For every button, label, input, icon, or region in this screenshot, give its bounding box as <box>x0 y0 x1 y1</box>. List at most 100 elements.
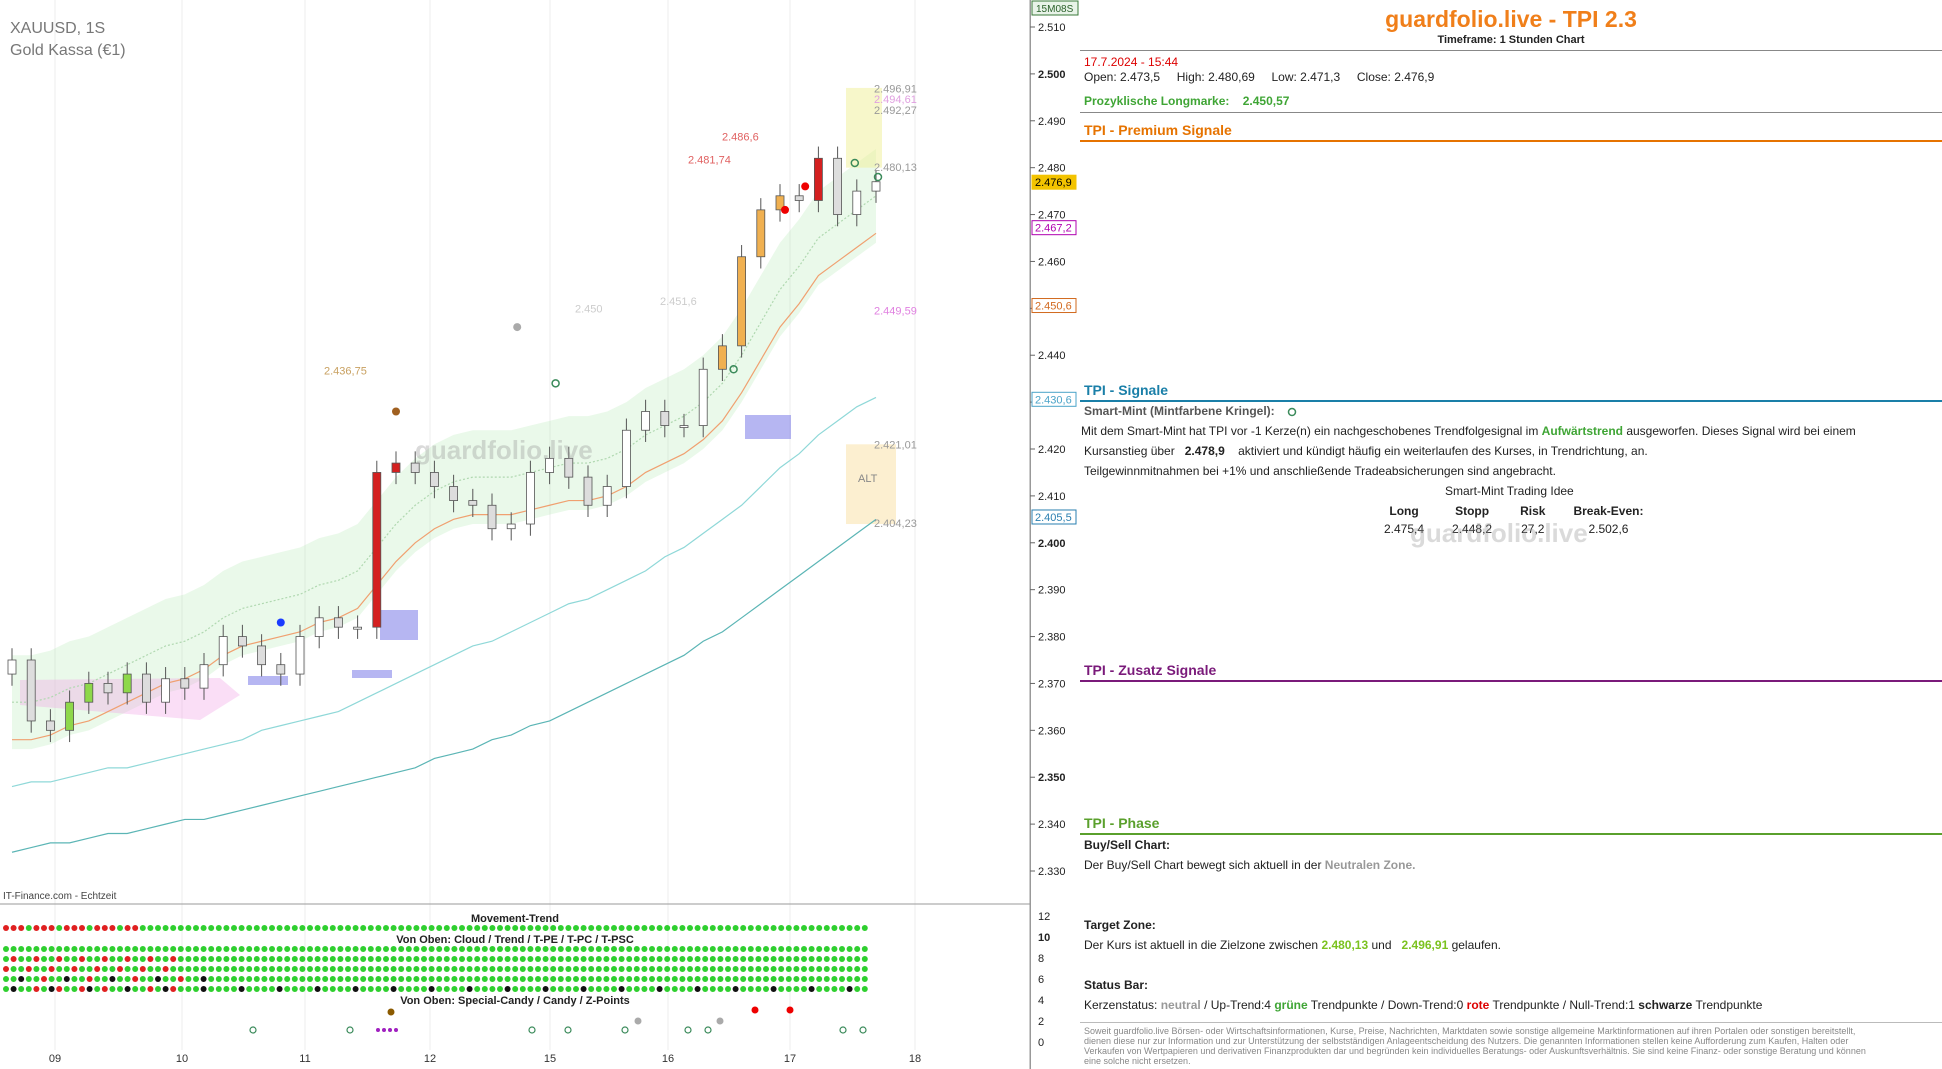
trend-dot <box>550 976 557 982</box>
trend-dot <box>801 946 807 952</box>
trend-dot <box>512 946 519 952</box>
open-value: Open: 2.473,5 <box>1084 70 1161 84</box>
trend-dot <box>679 946 686 952</box>
order-block <box>380 610 418 640</box>
timeframe-badge <box>1031 0 1079 16</box>
trend-dot <box>63 986 70 992</box>
trend-dot <box>497 976 503 982</box>
trend-dot <box>755 946 762 952</box>
trend-dot <box>641 966 648 972</box>
trend-dot <box>580 956 587 962</box>
trend-dot <box>337 925 344 931</box>
candle-body <box>698 368 708 426</box>
trend-dot <box>451 925 458 931</box>
candle-body <box>372 472 382 628</box>
trend-dot <box>208 976 215 982</box>
trend-dot <box>709 966 716 972</box>
trend-dot <box>580 976 587 982</box>
trend-dot <box>18 966 25 972</box>
y-tick-label: 2.460 <box>1038 256 1066 268</box>
trend-dot <box>535 956 541 962</box>
trend-dot <box>611 946 617 952</box>
trend-dot <box>421 966 427 972</box>
trend-dot <box>831 966 838 972</box>
trend-dot <box>10 946 17 952</box>
trend-dot <box>284 986 291 992</box>
candle-body <box>794 195 804 201</box>
trend-dot <box>717 946 724 952</box>
trend-dot <box>200 946 207 952</box>
trend-dot <box>223 925 230 931</box>
trend-dot <box>573 946 579 952</box>
trend-dot <box>25 976 32 982</box>
trend-dot <box>307 946 313 952</box>
candle-body <box>871 181 881 192</box>
trend-dot <box>740 956 747 962</box>
trend-dot <box>41 946 47 952</box>
trend-dot <box>664 986 671 992</box>
trend-dot <box>466 986 473 992</box>
trend-dot <box>656 925 663 931</box>
trend-dot <box>717 956 724 962</box>
trend-dot <box>725 986 731 992</box>
movement-trend-title: Movement-Trend <box>471 913 559 925</box>
trend-dot <box>200 986 207 992</box>
trend-dot <box>33 925 40 931</box>
trend-dot <box>155 925 161 931</box>
trend-dot <box>170 986 177 992</box>
trend-dot <box>352 986 359 992</box>
trend-dot <box>246 956 253 962</box>
trend-dot <box>451 946 458 952</box>
smart-mint-circle <box>729 365 738 374</box>
trend-dot <box>329 976 336 982</box>
trend-dot <box>443 925 450 931</box>
trend-dot <box>550 956 557 962</box>
trend-dot <box>702 986 709 992</box>
trend-dot <box>390 956 397 962</box>
trend-dot <box>390 946 397 952</box>
trend-dot <box>641 956 648 962</box>
trend-dot <box>215 966 222 972</box>
trend-dot <box>717 966 724 972</box>
trend-dot <box>41 966 47 972</box>
trend-dot <box>101 956 108 962</box>
candle-body <box>122 673 132 694</box>
trend-dot <box>322 946 329 952</box>
z-point-purple <box>388 1028 392 1032</box>
trend-dot <box>291 925 298 931</box>
trend-dot <box>702 956 709 962</box>
trend-dot <box>398 956 405 962</box>
trend-dot <box>314 925 321 931</box>
trend-dot <box>33 946 40 952</box>
price-tag-label: 2.405,5 <box>1035 512 1072 524</box>
trend-dot <box>846 986 853 992</box>
trend-dot <box>649 976 655 982</box>
trend-dot <box>291 976 298 982</box>
trend-dot <box>459 946 465 952</box>
candle-body <box>622 429 631 487</box>
status-text: Kerzenstatus: neutral / Up-Trend:4 grüne… <box>1084 998 1763 1012</box>
trend-dot <box>63 946 70 952</box>
trend-dot <box>808 946 815 952</box>
trend-dot <box>94 986 101 992</box>
trend-dot <box>831 946 838 952</box>
candle-body <box>487 504 497 530</box>
trend-dot <box>307 986 313 992</box>
trend-dot <box>793 925 800 931</box>
trend-dot <box>580 966 587 972</box>
trend-dot <box>702 976 709 982</box>
trend-dot <box>497 966 503 972</box>
trend-dot <box>770 925 777 931</box>
trend-dot <box>588 986 595 992</box>
trend-dot <box>63 925 70 931</box>
price-chart[interactable]: 09 10 11 12 15 16 17 18 2.510 2.500 2.490 2.480 2.47… <box>0 0 1080 1069</box>
trend-dot <box>215 976 222 982</box>
trend-dot <box>861 976 868 982</box>
trend-dot <box>861 925 868 931</box>
trend-dot <box>747 966 754 972</box>
trend-dot <box>246 925 253 931</box>
trend-dot <box>497 946 503 952</box>
y-tick-label: 2.480 <box>1038 163 1066 175</box>
trend-dot <box>656 946 663 952</box>
chart-pane[interactable]: 09 10 11 12 15 16 17 18 2.510 2.500 2.490 2.480 2.47… <box>0 0 1079 1069</box>
